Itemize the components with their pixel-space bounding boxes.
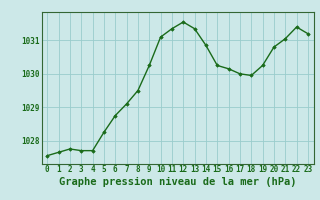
X-axis label: Graphe pression niveau de la mer (hPa): Graphe pression niveau de la mer (hPa) [59,177,296,187]
